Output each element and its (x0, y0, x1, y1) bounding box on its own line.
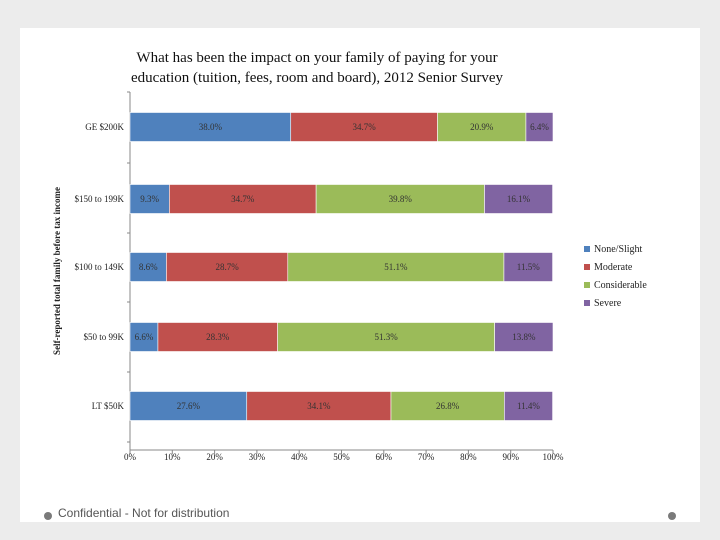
data-label: 6.4% (530, 122, 549, 132)
legend-label: Moderate (594, 261, 633, 273)
category-label: $150 to 199K (75, 194, 125, 204)
x-tick-label: 40% (291, 452, 308, 462)
data-label: 39.8% (389, 194, 413, 204)
bar-segment (246, 391, 392, 421)
chart-title-line-2: education (tuition, fees, room and board… (131, 70, 503, 86)
bar-segment (504, 391, 553, 421)
chart-legend: None/Slight Moderate Considerable Severe (584, 240, 647, 312)
data-label: 6.6% (135, 332, 154, 342)
data-label: 11.5% (517, 262, 540, 272)
bar-segment (277, 322, 495, 352)
data-label: 13.8% (512, 332, 536, 342)
data-label: 34.1% (307, 401, 331, 411)
bar-segment (525, 112, 554, 142)
legend-label: Severe (594, 297, 622, 309)
footer-bullet-right (668, 512, 676, 520)
chart-title-line-1: What has been the impact on your family … (136, 50, 498, 66)
footer-text: Confidential - Not for distribution (58, 506, 230, 520)
bar-segment (484, 184, 553, 214)
data-label: 27.6% (177, 401, 201, 411)
data-label: 51.1% (384, 262, 408, 272)
legend-item: Moderate (584, 258, 647, 276)
bar-segment (437, 112, 527, 142)
data-label: 20.9% (470, 122, 494, 132)
x-tick-label: 20% (206, 452, 223, 462)
legend-label: None/Slight (594, 243, 643, 255)
category-label: $100 to 149K (75, 262, 125, 272)
data-label: 9.3% (140, 194, 159, 204)
data-label: 51.3% (375, 332, 399, 342)
x-tick-label: 60% (376, 452, 393, 462)
bar-segment (129, 112, 292, 142)
x-tick-label: 90% (502, 452, 519, 462)
bar-segment (287, 252, 505, 282)
x-tick-label: 100% (543, 452, 565, 462)
legend-swatch (584, 246, 590, 252)
data-label: 26.8% (436, 401, 460, 411)
data-label: 28.7% (215, 262, 239, 272)
x-tick-label: 0% (124, 452, 137, 462)
data-label: 28.3% (206, 332, 230, 342)
data-label: 34.7% (231, 194, 255, 204)
data-label: 16.1% (507, 194, 531, 204)
bar-segment (315, 184, 485, 214)
x-tick-label: 80% (460, 452, 477, 462)
legend-item: Considerable (584, 276, 647, 294)
bar-segment (494, 322, 554, 352)
legend-item: None/Slight (584, 240, 647, 258)
data-label: 11.4% (517, 401, 540, 411)
chart-title: What has been the impact on your family … (0, 48, 634, 88)
category-label: $50 to 99K (84, 332, 125, 342)
bar-segment (129, 322, 159, 352)
data-label: 34.7% (353, 122, 377, 132)
legend-swatch (584, 282, 590, 288)
legend-item: Severe (584, 294, 647, 312)
bar-segment (166, 252, 289, 282)
bar-segment (129, 252, 167, 282)
bar-segment (503, 252, 553, 282)
legend-swatch (584, 300, 590, 306)
category-label: GE $200K (85, 122, 124, 132)
x-tick-label: 30% (249, 452, 266, 462)
bar-segment (129, 391, 248, 421)
x-tick-label: 70% (418, 452, 435, 462)
data-label: 8.6% (139, 262, 158, 272)
y-axis-title: Self-reported total family before tax in… (52, 187, 62, 355)
bar-segment (390, 391, 505, 421)
footer-bullet-left (44, 512, 52, 520)
bar-segment (169, 184, 317, 214)
x-tick-label: 10% (164, 452, 181, 462)
category-label: LT $50K (92, 401, 125, 411)
data-label: 38.0% (199, 122, 223, 132)
legend-label: Considerable (594, 279, 647, 291)
x-tick-label: 50% (333, 452, 350, 462)
legend-swatch (584, 264, 590, 270)
